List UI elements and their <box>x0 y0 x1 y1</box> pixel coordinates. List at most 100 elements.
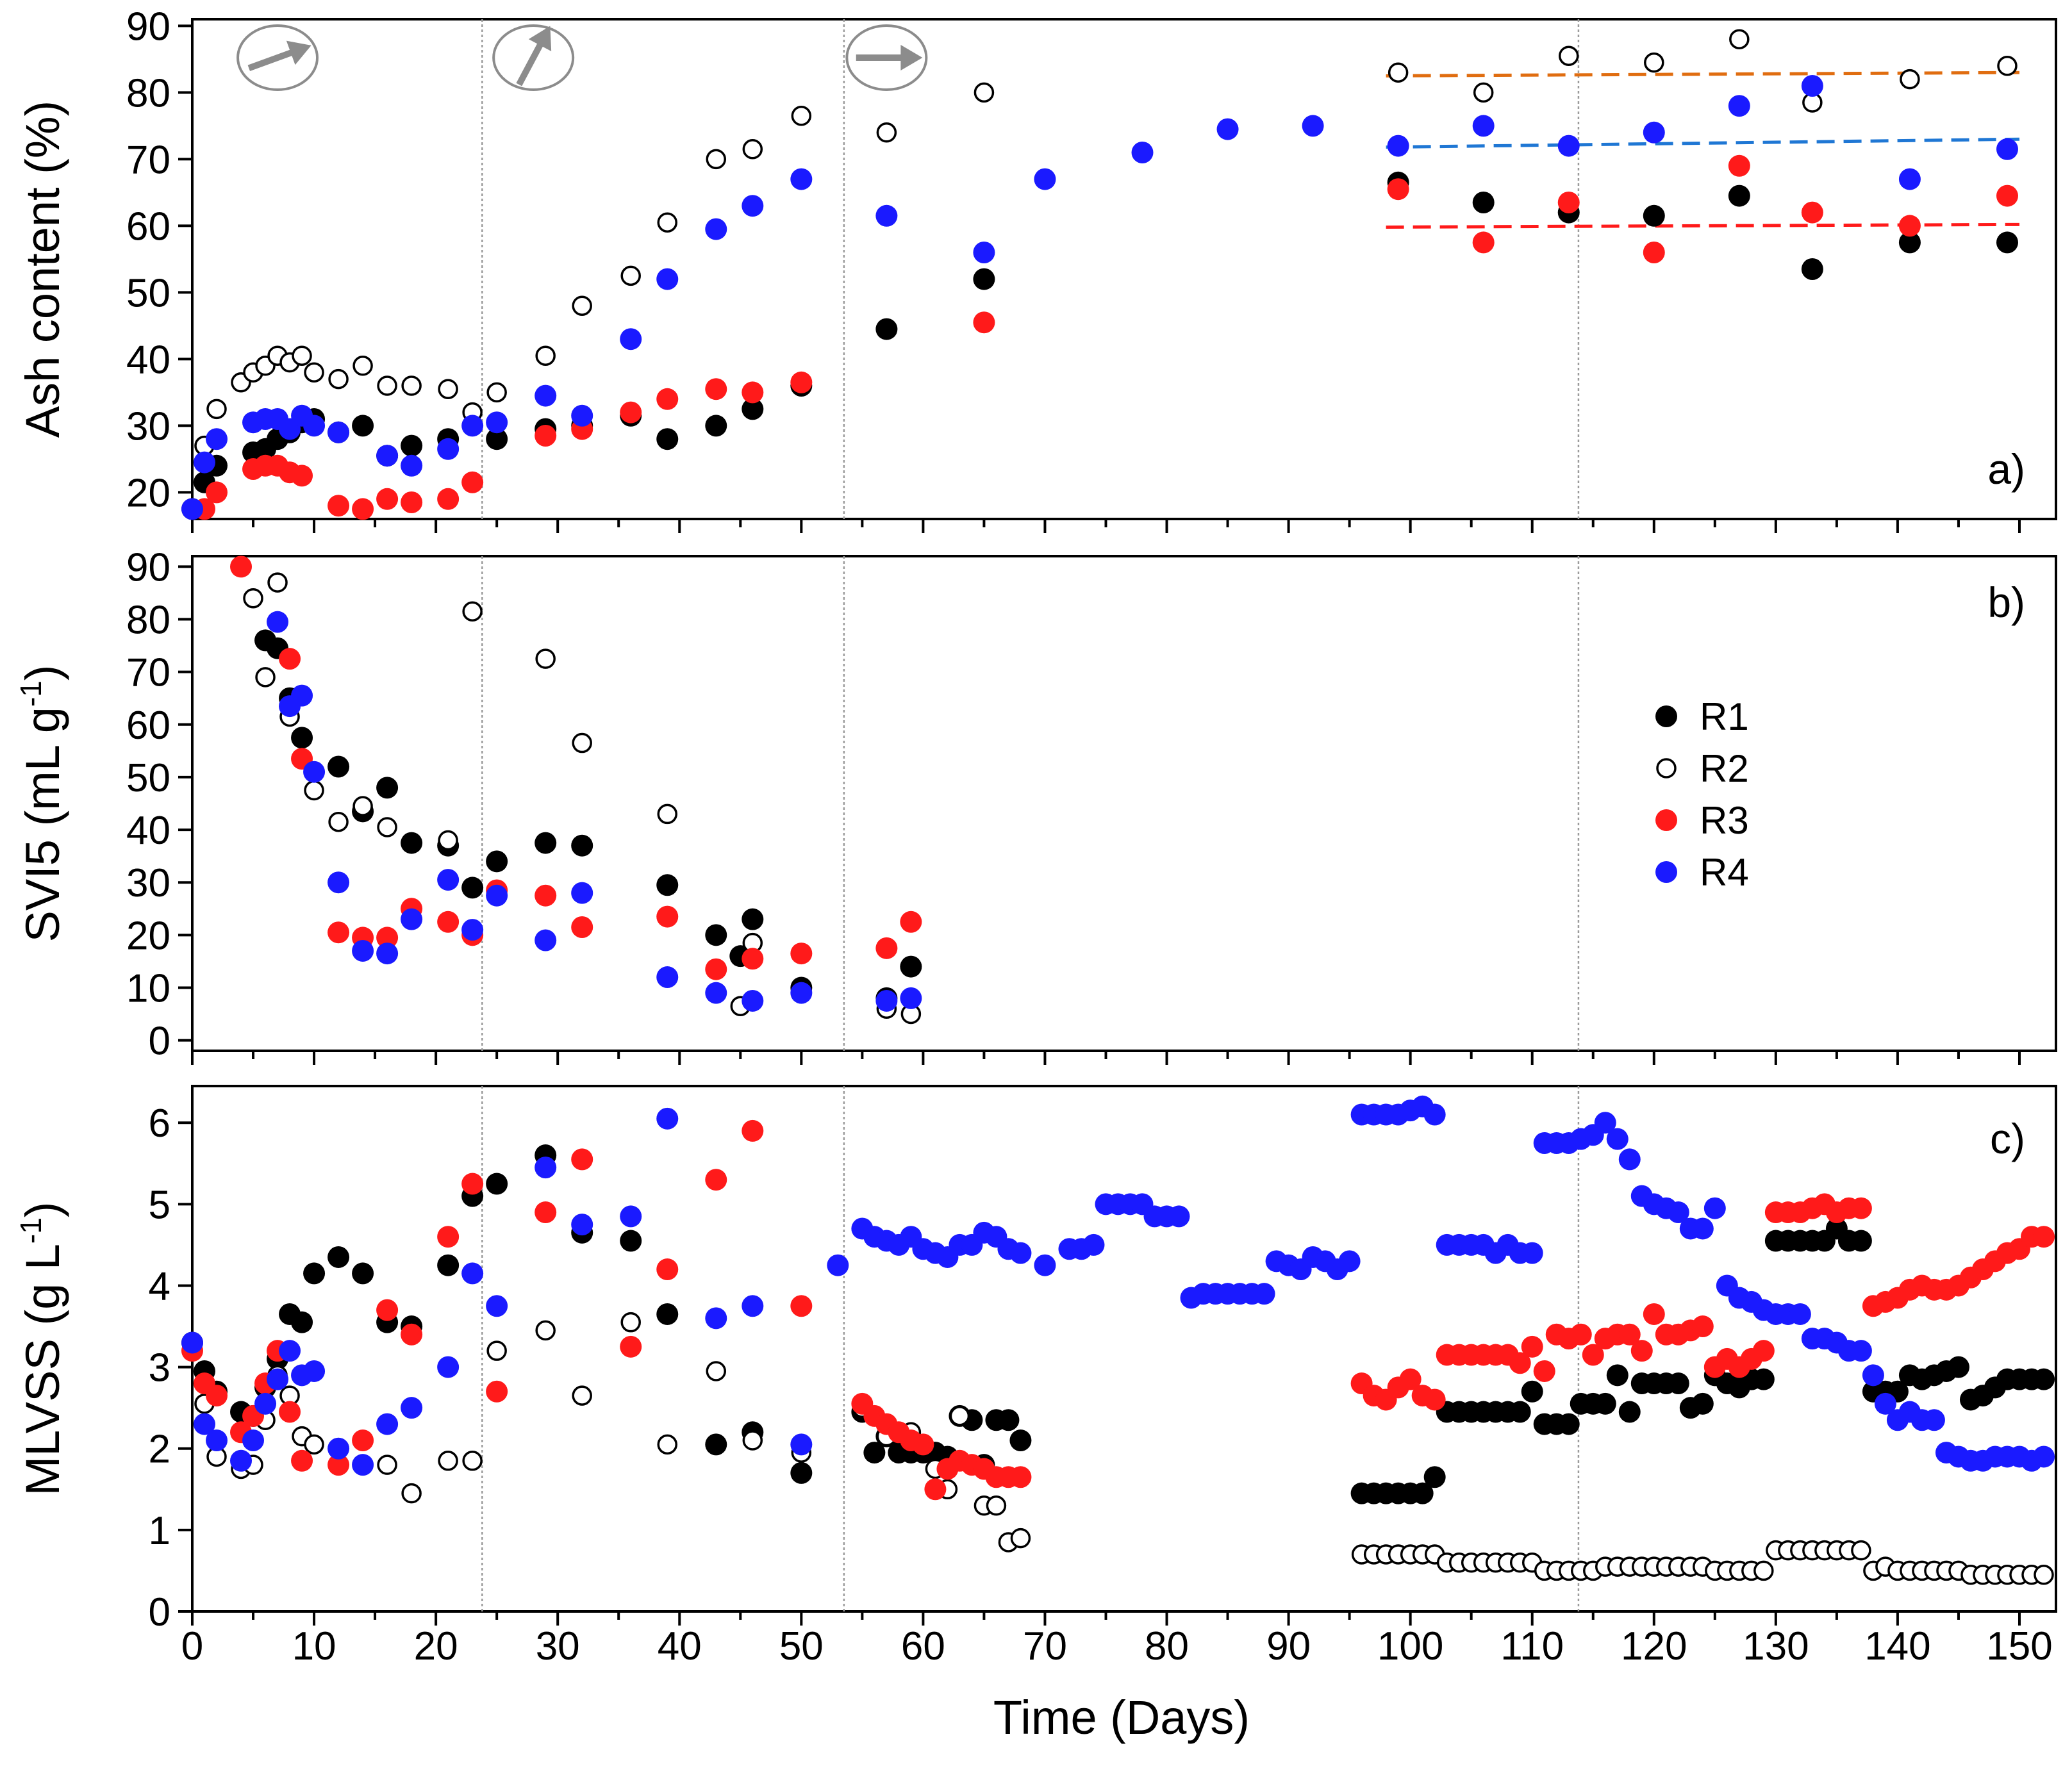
point-R4-a <box>194 451 216 474</box>
point-R2-c <box>1851 1540 1871 1561</box>
point-R3-c <box>279 1401 301 1423</box>
point-R4-a <box>303 415 326 437</box>
point-R4-c <box>230 1449 253 1472</box>
point-R4-a <box>181 498 203 520</box>
point-R4-b <box>437 869 460 891</box>
point-R4-c <box>352 1454 374 1476</box>
point-R4-c <box>1862 1364 1884 1387</box>
x-tick-label: 140 <box>1864 1624 1930 1668</box>
point-R4-b <box>705 982 727 1004</box>
point-R4-c <box>827 1254 849 1276</box>
point-R4-c <box>437 1356 460 1378</box>
point-R2-a <box>1558 45 1579 66</box>
legend-marker-R2 <box>1656 758 1677 778</box>
point-R3-b <box>656 905 679 928</box>
point-R4-c <box>1521 1242 1543 1264</box>
point-R1-b <box>327 755 350 778</box>
point-R1-a <box>486 428 508 450</box>
point-R3-b <box>900 910 922 933</box>
y-tick-label-b: 80 <box>126 598 170 643</box>
point-R3-a <box>973 311 995 334</box>
point-R1-a <box>1643 204 1665 227</box>
point-R3-c <box>1643 1303 1665 1325</box>
y-tick-label-a: 90 <box>126 4 170 49</box>
point-R2-c <box>401 1483 422 1504</box>
point-R4-a <box>1131 142 1154 163</box>
point-R2-a <box>1729 29 1750 49</box>
point-R4-c <box>327 1437 350 1460</box>
point-R4-a <box>1728 95 1750 117</box>
x-tick-label: 30 <box>536 1624 580 1668</box>
point-R2-c <box>986 1495 1007 1516</box>
point-R4-b <box>571 882 593 904</box>
x-tick-label: 70 <box>1023 1624 1067 1668</box>
point-R4-a <box>742 195 764 217</box>
y-axis-title-c: MLVSS (g L-1) <box>14 1201 69 1495</box>
point-R4-c <box>279 1340 301 1362</box>
point-R2-c <box>486 1340 507 1361</box>
point-R2-a <box>876 122 897 143</box>
point-R2-b <box>377 817 397 837</box>
legend: R1 R2 R3 R4 <box>1655 695 1749 894</box>
point-R1-b <box>291 727 313 749</box>
point-R3-b <box>437 910 460 933</box>
point-R2-c <box>2034 1565 2054 1585</box>
point-R1-c <box>705 1433 727 1456</box>
point-R2-b <box>243 588 263 609</box>
point-R4-c <box>1923 1409 1945 1431</box>
point-R4-b <box>352 939 374 962</box>
x-axis-title: Time (Days) <box>993 1691 1250 1744</box>
point-R4-c <box>1168 1205 1190 1228</box>
y-tick-label-b: 0 <box>149 1019 170 1064</box>
point-R4-c <box>1691 1217 1714 1240</box>
point-R4-c <box>267 1368 289 1390</box>
point-R3-c <box>437 1226 460 1248</box>
y-tick-label-a: 60 <box>126 204 170 249</box>
point-R4-a <box>973 242 995 263</box>
y-tick-label-c: 6 <box>149 1101 170 1146</box>
point-R3-c <box>1423 1388 1446 1411</box>
point-R4-c <box>486 1295 508 1317</box>
point-R3-b <box>279 648 301 670</box>
point-R4-a <box>327 421 350 443</box>
point-R2-a <box>657 212 678 233</box>
panel-b-svi5: 0 10 20 30 40 50 60 70 80 90 SVI5 (mL g-1) b) <box>14 545 2057 1065</box>
trend-line-R4 <box>1386 137 2020 149</box>
panel-label-c: c) <box>1990 1115 2025 1162</box>
point-R1-b <box>376 777 399 799</box>
point-R4-a <box>1302 115 1324 137</box>
point-R2-a <box>1900 69 1920 90</box>
point-R4-c <box>1034 1254 1056 1276</box>
point-R2-c <box>1753 1560 1774 1581</box>
point-R3-b <box>230 556 253 578</box>
x-tick-label: 0 <box>181 1624 203 1668</box>
point-R4-c <box>254 1392 277 1415</box>
point-R2-a <box>1473 82 1494 103</box>
point-R4-c <box>742 1295 764 1317</box>
point-R1-a <box>1898 231 1921 254</box>
point-R1-c <box>997 1409 1020 1431</box>
point-R3-c <box>912 1433 934 1456</box>
point-R1-a <box>401 434 423 457</box>
point-R4-c <box>656 1107 679 1130</box>
point-R3-c <box>486 1380 508 1403</box>
point-R4-a <box>656 268 679 290</box>
point-R3-a <box>1472 231 1495 254</box>
x-tick-label: 10 <box>292 1624 336 1668</box>
point-R3-c <box>924 1478 947 1501</box>
point-R2-b <box>304 780 324 801</box>
y-tick-label-b: 40 <box>126 809 170 853</box>
point-R4-c <box>194 1413 216 1435</box>
point-R2-a <box>791 106 812 126</box>
point-R2-c <box>438 1451 458 1471</box>
point-R3-a <box>1728 154 1750 177</box>
point-R1-a <box>656 428 679 450</box>
point-R3-c <box>1630 1340 1653 1362</box>
point-R1-c <box>1509 1401 1531 1423</box>
point-R3-c <box>327 1454 350 1476</box>
panel-label-b: b) <box>1987 579 2025 626</box>
x-tick-label: 120 <box>1621 1624 1687 1668</box>
point-R4-c <box>535 1157 557 1179</box>
point-R4-c <box>181 1331 203 1354</box>
point-R4-a <box>206 428 228 450</box>
